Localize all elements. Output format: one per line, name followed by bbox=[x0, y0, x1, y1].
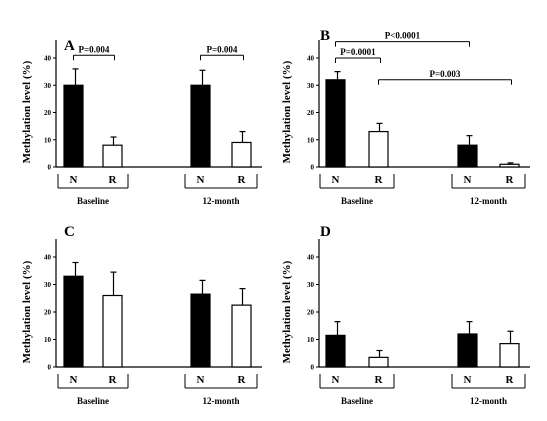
p-value-label: P=0.0001 bbox=[340, 47, 376, 57]
y-tick-label: 0 bbox=[311, 364, 315, 372]
y-tick-label: 20 bbox=[307, 309, 315, 317]
category-label: R bbox=[506, 374, 515, 386]
bar bbox=[499, 163, 520, 168]
y-tick-label: 0 bbox=[311, 164, 315, 172]
panel-letter: D bbox=[320, 224, 331, 240]
bar bbox=[325, 79, 346, 168]
y-tick-label: 0 bbox=[48, 364, 52, 372]
category-label: N bbox=[70, 174, 78, 186]
y-axis-label: Methylation level (%) bbox=[21, 260, 33, 363]
category-label: N bbox=[70, 374, 78, 386]
group-label: 12-month bbox=[202, 196, 239, 206]
category-label: R bbox=[238, 174, 247, 186]
panel-letter: A bbox=[64, 38, 75, 54]
p-value-label: P<0.0001 bbox=[385, 31, 421, 41]
bar bbox=[63, 275, 84, 368]
p-value-label: P=0.004 bbox=[207, 44, 238, 54]
category-label: N bbox=[332, 174, 340, 186]
y-tick-label: 30 bbox=[307, 82, 315, 90]
category-label: R bbox=[109, 174, 118, 186]
category-label: R bbox=[109, 374, 118, 386]
group-label: Baseline bbox=[341, 396, 373, 406]
y-tick-label: 10 bbox=[307, 336, 315, 344]
panel-letter: B bbox=[320, 28, 330, 44]
bar bbox=[499, 343, 520, 368]
y-tick-label: 10 bbox=[307, 136, 315, 144]
category-label: N bbox=[464, 174, 472, 186]
group-label: Baseline bbox=[77, 396, 109, 406]
category-label: R bbox=[506, 174, 515, 186]
bar bbox=[102, 294, 123, 368]
y-tick-label: 0 bbox=[48, 164, 52, 172]
y-tick-label: 30 bbox=[44, 82, 52, 90]
bar bbox=[63, 84, 84, 168]
y-tick-label: 40 bbox=[307, 55, 315, 63]
y-tick-label: 20 bbox=[44, 109, 52, 117]
category-label: N bbox=[197, 174, 205, 186]
category-label: R bbox=[375, 374, 384, 386]
bar bbox=[190, 84, 211, 168]
bar bbox=[457, 144, 478, 168]
group-label: Baseline bbox=[341, 196, 373, 206]
y-tick-label: 10 bbox=[44, 336, 52, 344]
bar bbox=[231, 141, 252, 168]
group-label: 12-month bbox=[470, 396, 507, 406]
category-label: N bbox=[332, 374, 340, 386]
bar bbox=[368, 356, 389, 368]
y-tick-label: 30 bbox=[307, 281, 315, 289]
category-label: R bbox=[238, 374, 247, 386]
group-label: 12-month bbox=[202, 396, 239, 406]
y-tick-label: 20 bbox=[44, 309, 52, 317]
y-tick-label: 10 bbox=[44, 136, 52, 144]
bar bbox=[190, 293, 211, 368]
y-axis-label: Methylation level (%) bbox=[281, 260, 293, 363]
y-tick-label: 30 bbox=[44, 281, 52, 289]
y-tick-label: 40 bbox=[307, 254, 315, 262]
p-value-label: P=0.004 bbox=[79, 44, 110, 54]
group-label: 12-month bbox=[470, 196, 507, 206]
bar bbox=[231, 304, 252, 368]
bar bbox=[457, 333, 478, 368]
y-axis-label: Methylation level (%) bbox=[281, 60, 293, 163]
group-label: Baseline bbox=[77, 196, 109, 206]
y-tick-label: 40 bbox=[44, 254, 52, 262]
bar bbox=[325, 334, 346, 368]
panel-letter: C bbox=[64, 224, 75, 240]
bar bbox=[368, 130, 389, 168]
category-label: R bbox=[375, 174, 384, 186]
y-axis-label: Methylation level (%) bbox=[21, 60, 33, 163]
bar bbox=[102, 144, 123, 168]
category-label: N bbox=[464, 374, 472, 386]
y-tick-label: 40 bbox=[44, 55, 52, 63]
category-label: N bbox=[197, 374, 205, 386]
p-value-label: P=0.003 bbox=[430, 69, 461, 79]
y-tick-label: 20 bbox=[307, 109, 315, 117]
